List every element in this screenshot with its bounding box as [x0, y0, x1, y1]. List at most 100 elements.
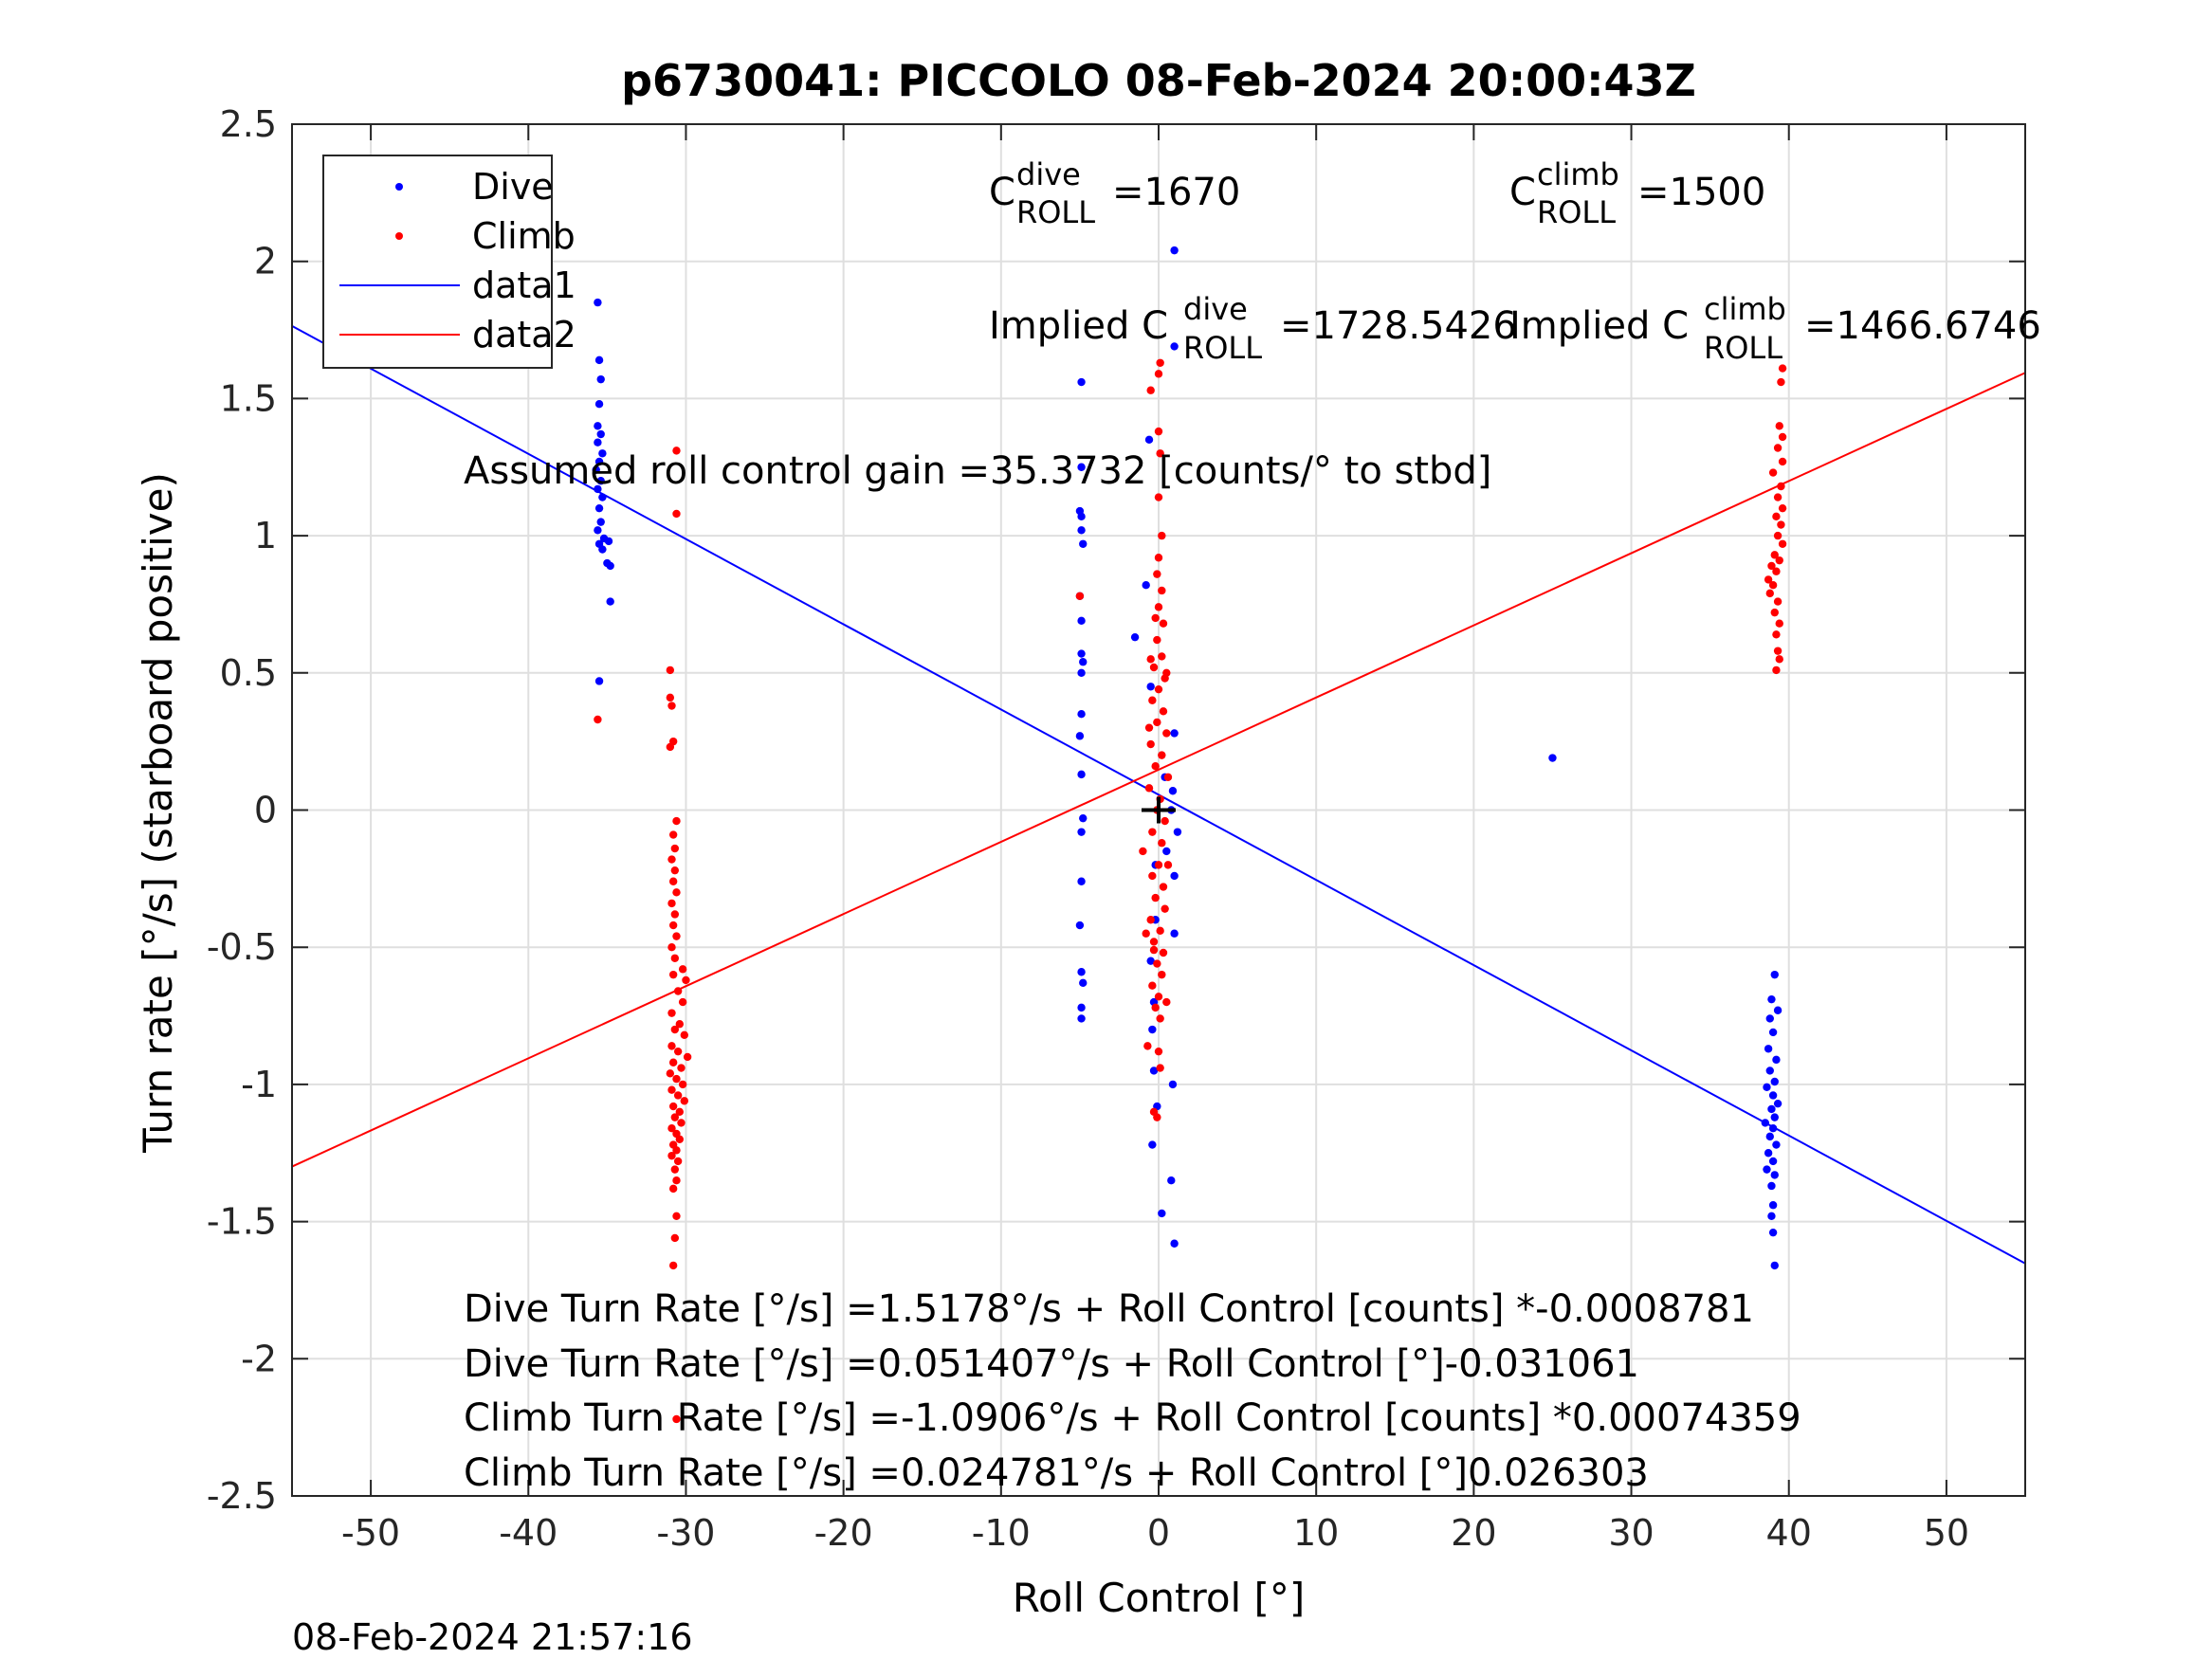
data-point-dive — [596, 477, 605, 485]
data-point-climb — [1154, 603, 1163, 611]
data-point-climb — [1156, 449, 1164, 458]
data-point-climb — [1153, 570, 1161, 578]
data-point-dive — [1768, 1028, 1778, 1037]
data-point-climb — [1159, 707, 1168, 716]
data-point-climb — [672, 932, 681, 940]
data-point-climb — [672, 1212, 681, 1221]
data-point-dive — [1075, 921, 1085, 930]
legend-data2-label: data2 — [472, 314, 576, 356]
data-point-climb — [670, 866, 680, 875]
data-point-climb — [666, 1069, 675, 1078]
annotation-c-dive-sup: dive — [1016, 156, 1081, 192]
legend-data1-label: data1 — [472, 264, 576, 306]
data-point-climb — [672, 888, 681, 897]
x-tick-label: -50 — [341, 1512, 400, 1554]
data-point-dive — [1768, 1091, 1778, 1100]
data-point-climb — [1162, 668, 1171, 677]
y-tick-label: 0 — [254, 790, 277, 831]
data-point-climb — [1153, 959, 1161, 968]
data-point-climb — [1151, 761, 1160, 771]
data-point-climb — [1153, 718, 1161, 727]
data-point-dive — [1765, 1132, 1774, 1141]
x-axis-label: Roll Control [°] — [1013, 1575, 1306, 1621]
data-point-climb — [1154, 370, 1163, 378]
x-tick-label: -10 — [972, 1512, 1031, 1554]
data-point-dive — [1077, 1014, 1086, 1023]
data-point-dive — [1142, 580, 1150, 590]
data-point-climb — [672, 509, 681, 519]
annotation-implied-climb-base: Implied C — [1509, 304, 1689, 348]
annotation-c-climb: C climb ROLL =1500 — [1509, 156, 1765, 230]
data-point-climb — [670, 844, 680, 853]
data-point-climb — [1146, 739, 1155, 749]
data-point-dive — [1768, 1124, 1778, 1133]
y-tick-label: -0.5 — [207, 926, 277, 968]
x-tick-label: -20 — [814, 1512, 873, 1554]
data-point-dive — [1077, 877, 1086, 885]
data-point-climb — [1778, 539, 1787, 548]
data-point-climb — [1154, 554, 1163, 562]
data-point-climb — [1075, 592, 1085, 600]
x-tick-label: 30 — [1608, 1512, 1654, 1554]
data-point-climb — [1162, 997, 1171, 1007]
center-marker — [1142, 796, 1176, 824]
annotation-c-climb-sup: climb — [1537, 156, 1619, 192]
data-point-climb — [1146, 655, 1155, 664]
data-point-climb — [1149, 663, 1159, 672]
data-point-climb — [1161, 904, 1169, 913]
data-point-dive — [1168, 1080, 1178, 1089]
data-point-climb — [1142, 929, 1150, 938]
data-point-dive — [1767, 1212, 1776, 1221]
data-point-climb — [1151, 613, 1160, 623]
data-point-dive — [1765, 1014, 1774, 1023]
data-point-climb — [1158, 839, 1166, 848]
data-point-dive — [1077, 668, 1086, 677]
data-point-climb — [675, 1020, 685, 1029]
data-point-climb — [667, 1009, 676, 1017]
data-point-climb — [1778, 364, 1787, 373]
data-point-dive — [1077, 616, 1086, 626]
data-point-climb — [1146, 916, 1155, 924]
data-point-dive — [1765, 1066, 1774, 1075]
data-point-dive — [1768, 1228, 1778, 1237]
annotation-implied-dive-sup: dive — [1183, 291, 1248, 327]
annotation-implied-climb: Implied C climb ROLL =1466.6746 — [1509, 291, 2041, 366]
data-point-climb — [1154, 993, 1163, 1001]
data-point-climb — [1768, 580, 1778, 590]
data-point-dive — [1077, 770, 1086, 779]
data-point-climb — [1146, 386, 1155, 394]
data-point-climb — [1154, 684, 1163, 694]
annotation-implied-climb-sup: climb — [1704, 291, 1786, 327]
data-point-dive — [1761, 1119, 1770, 1127]
data-point-dive — [1768, 1201, 1778, 1210]
data-point-dive — [1173, 828, 1182, 836]
data-point-dive — [1767, 1104, 1776, 1114]
data-point-climb — [1148, 981, 1157, 990]
legend-dive-swatch — [395, 183, 403, 191]
data-point-dive — [594, 356, 604, 365]
data-point-climb — [1154, 427, 1163, 436]
data-point-climb — [672, 1176, 681, 1185]
data-point-climb — [1139, 847, 1147, 856]
data-point-climb — [672, 1146, 681, 1155]
data-point-dive — [606, 561, 614, 571]
timestamp: 08-Feb-2024 21:57:16 — [292, 1616, 693, 1658]
data-point-climb — [1772, 630, 1781, 639]
axes: -50 -40 -30 -20 -10 0 10 20 30 40 50-2.5-2-1.5-1-0… — [207, 103, 2025, 1554]
data-point-climb — [1148, 828, 1157, 836]
data-point-dive — [1168, 787, 1178, 795]
data-point-dive — [1770, 1113, 1779, 1121]
data-point-climb — [678, 1080, 687, 1089]
data-point-dive — [594, 298, 602, 307]
data-point-climb — [677, 1064, 686, 1072]
data-point-dive — [1077, 526, 1086, 535]
y-tick-label: 2 — [254, 241, 277, 283]
data-point-climb — [667, 899, 676, 908]
data-point-climb — [678, 965, 687, 974]
data-point-dive — [1130, 632, 1140, 642]
data-point-dive — [598, 493, 607, 501]
y-axis-label: Turn rate [°/s] (starboard positive) — [135, 472, 181, 1154]
fit-equation-climb-degrees: Climb Turn Rate [°/s] =0.024781°/s + Rol… — [464, 1451, 1649, 1495]
data-point-dive — [1764, 1149, 1773, 1158]
data-point-climb — [668, 1261, 678, 1270]
